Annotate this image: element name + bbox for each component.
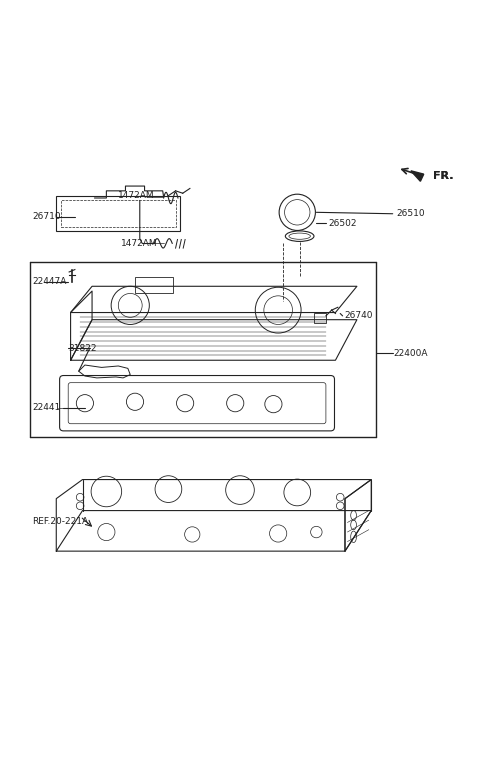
Text: 1472AM: 1472AM <box>120 239 157 248</box>
Text: REF.20-221A: REF.20-221A <box>33 516 88 526</box>
Text: 26502: 26502 <box>328 219 357 228</box>
Text: FR.: FR. <box>433 171 454 181</box>
Text: 26710: 26710 <box>33 212 61 221</box>
Text: 1472AM: 1472AM <box>118 191 155 200</box>
Text: 22400A: 22400A <box>394 349 428 358</box>
Text: 22447A: 22447A <box>33 277 67 286</box>
Text: 26510: 26510 <box>396 209 425 218</box>
Text: 31822: 31822 <box>68 344 96 352</box>
Text: 22441: 22441 <box>33 404 60 413</box>
Text: FR.: FR. <box>433 171 454 181</box>
Text: 26740: 26740 <box>344 312 372 320</box>
Polygon shape <box>411 171 424 182</box>
